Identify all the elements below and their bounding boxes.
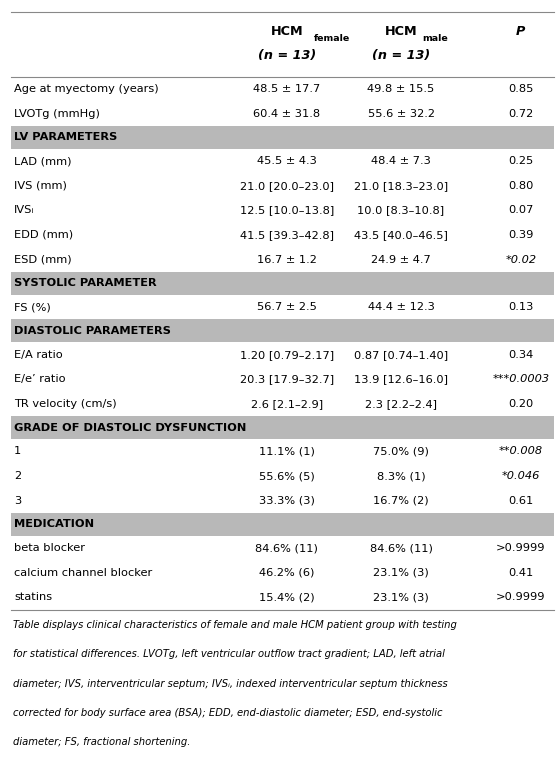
Text: 8.3% (1): 8.3% (1) — [377, 471, 426, 481]
Text: LVOTg (mmHg): LVOTg (mmHg) — [14, 109, 100, 119]
Text: *0.046: *0.046 — [502, 471, 540, 481]
Text: 0.87 [0.74–1.40]: 0.87 [0.74–1.40] — [354, 350, 448, 360]
Text: 0.85: 0.85 — [508, 84, 534, 94]
Text: 0.34: 0.34 — [508, 350, 534, 360]
Text: 0.41: 0.41 — [508, 568, 534, 578]
Text: LV PARAMETERS: LV PARAMETERS — [14, 132, 117, 142]
Text: 1.20 [0.79–2.17]: 1.20 [0.79–2.17] — [240, 350, 334, 360]
Text: 48.5 ± 17.7: 48.5 ± 17.7 — [253, 84, 320, 94]
Text: 24.9 ± 4.7: 24.9 ± 4.7 — [371, 255, 431, 264]
Text: 12.5 [10.0–13.8]: 12.5 [10.0–13.8] — [240, 205, 334, 215]
Bar — [11, 126, 554, 149]
Text: 15.4% (2): 15.4% (2) — [259, 592, 315, 602]
Text: 2.3 [2.2–2.4]: 2.3 [2.2–2.4] — [365, 399, 437, 409]
Text: Age at myectomy (years): Age at myectomy (years) — [14, 84, 159, 94]
Text: 0.39: 0.39 — [508, 230, 534, 240]
Text: 0.61: 0.61 — [508, 496, 534, 506]
Text: corrected for body surface area (BSA); EDD, end-diastolic diameter; ESD, end-sys: corrected for body surface area (BSA); E… — [13, 708, 442, 718]
Text: 48.4 ± 7.3: 48.4 ± 7.3 — [371, 156, 431, 166]
Text: FS (%): FS (%) — [14, 302, 51, 312]
Text: 41.5 [39.3–42.8]: 41.5 [39.3–42.8] — [240, 230, 334, 240]
Bar — [11, 416, 554, 439]
Text: IVS (mm): IVS (mm) — [14, 181, 67, 191]
Text: HCM: HCM — [385, 25, 417, 37]
Text: beta blocker: beta blocker — [14, 543, 85, 553]
Text: >0.9999: >0.9999 — [496, 592, 545, 602]
Text: 13.9 [12.6–16.0]: 13.9 [12.6–16.0] — [354, 375, 448, 385]
Text: 0.72: 0.72 — [508, 109, 534, 119]
Text: (n = 13): (n = 13) — [372, 50, 430, 62]
Text: 33.3% (3): 33.3% (3) — [259, 496, 315, 506]
Bar — [11, 272, 554, 294]
Text: 16.7 ± 1.2: 16.7 ± 1.2 — [257, 255, 317, 264]
Text: ESD (mm): ESD (mm) — [14, 255, 71, 264]
Text: 84.6% (11): 84.6% (11) — [256, 543, 318, 553]
Text: 75.0% (9): 75.0% (9) — [373, 447, 429, 456]
Text: 84.6% (11): 84.6% (11) — [370, 543, 432, 553]
Bar — [11, 319, 554, 343]
Text: 43.5 [40.0–46.5]: 43.5 [40.0–46.5] — [354, 230, 448, 240]
Text: SYSTOLIC PARAMETER: SYSTOLIC PARAMETER — [14, 278, 157, 288]
Text: E/A ratio: E/A ratio — [14, 350, 63, 360]
Text: (n = 13): (n = 13) — [258, 50, 316, 62]
Text: 44.4 ± 12.3: 44.4 ± 12.3 — [368, 302, 434, 312]
Text: >0.9999: >0.9999 — [496, 543, 545, 553]
Text: MEDICATION: MEDICATION — [14, 519, 94, 529]
Text: ***0.0003: ***0.0003 — [492, 375, 549, 385]
Text: female: female — [314, 33, 350, 43]
Text: 45.5 ± 4.3: 45.5 ± 4.3 — [257, 156, 317, 166]
Text: GRADE OF DIASTOLIC DYSFUNCTION: GRADE OF DIASTOLIC DYSFUNCTION — [14, 423, 246, 433]
Text: 0.80: 0.80 — [508, 181, 534, 191]
Text: 46.2% (6): 46.2% (6) — [259, 568, 315, 578]
Text: EDD (mm): EDD (mm) — [14, 230, 73, 240]
Text: DIASTOLIC PARAMETERS: DIASTOLIC PARAMETERS — [14, 326, 171, 336]
Text: 0.13: 0.13 — [508, 302, 534, 312]
Text: 3: 3 — [14, 496, 21, 506]
Text: 20.3 [17.9–32.7]: 20.3 [17.9–32.7] — [240, 375, 334, 385]
Text: 55.6% (5): 55.6% (5) — [259, 471, 315, 481]
Text: 0.07: 0.07 — [508, 205, 534, 215]
Text: calcium channel blocker: calcium channel blocker — [14, 568, 152, 578]
Text: 10.0 [8.3–10.8]: 10.0 [8.3–10.8] — [358, 205, 444, 215]
Text: 56.7 ± 2.5: 56.7 ± 2.5 — [257, 302, 317, 312]
Text: 11.1% (1): 11.1% (1) — [259, 447, 315, 456]
Text: 49.8 ± 15.5: 49.8 ± 15.5 — [368, 84, 434, 94]
Text: statins: statins — [14, 592, 52, 602]
Text: **0.008: **0.008 — [499, 447, 543, 456]
Text: 55.6 ± 32.2: 55.6 ± 32.2 — [368, 109, 434, 119]
Text: P: P — [516, 25, 525, 37]
Text: 60.4 ± 31.8: 60.4 ± 31.8 — [253, 109, 320, 119]
Text: 21.0 [18.3–23.0]: 21.0 [18.3–23.0] — [354, 181, 448, 191]
Text: 23.1% (3): 23.1% (3) — [373, 568, 429, 578]
Text: HCM: HCM — [271, 25, 303, 37]
Text: 16.7% (2): 16.7% (2) — [373, 496, 429, 506]
Text: Table displays clinical characteristics of female and male HCM patient group wit: Table displays clinical characteristics … — [13, 620, 457, 630]
Text: IVSᵢ: IVSᵢ — [14, 205, 35, 215]
Text: diameter; FS, fractional shortening.: diameter; FS, fractional shortening. — [13, 737, 190, 747]
Text: 2: 2 — [14, 471, 21, 481]
Text: TR velocity (cm/s): TR velocity (cm/s) — [14, 399, 116, 409]
Text: 0.20: 0.20 — [508, 399, 534, 409]
Text: E/e’ ratio: E/e’ ratio — [14, 375, 66, 385]
Text: 21.0 [20.0–23.0]: 21.0 [20.0–23.0] — [240, 181, 334, 191]
Text: LAD (mm): LAD (mm) — [14, 156, 71, 166]
Text: *0.02: *0.02 — [505, 255, 536, 264]
Text: diameter; IVS, interventricular septum; IVSᵢ, indexed interventricular septum th: diameter; IVS, interventricular septum; … — [13, 678, 448, 688]
Bar — [11, 513, 554, 536]
Text: for statistical differences. LVOTg, left ventricular outflow tract gradient; LAD: for statistical differences. LVOTg, left… — [13, 650, 444, 660]
Text: 23.1% (3): 23.1% (3) — [373, 592, 429, 602]
Text: 0.25: 0.25 — [508, 156, 534, 166]
Text: male: male — [422, 33, 448, 43]
Text: 2.6 [2.1–2.9]: 2.6 [2.1–2.9] — [251, 399, 323, 409]
Text: 1: 1 — [14, 447, 21, 456]
